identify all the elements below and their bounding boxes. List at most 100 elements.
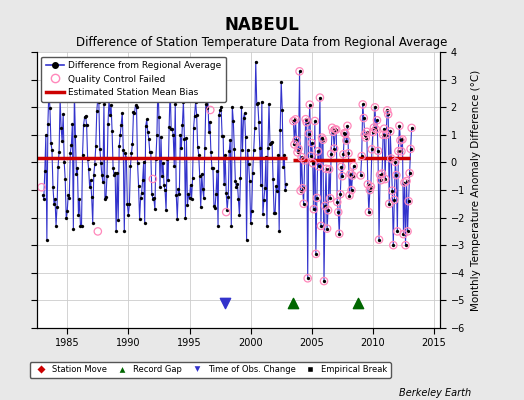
Point [334, 209, 343, 215]
Point [311, 118, 319, 124]
Point [383, 107, 391, 114]
Point [322, 166, 330, 172]
Point [294, 146, 303, 152]
Point [397, 148, 406, 154]
Point [364, 181, 372, 188]
Point [385, 201, 394, 207]
Point [314, 148, 322, 154]
Point [320, 278, 328, 284]
Point [222, 209, 231, 215]
Point [348, 172, 357, 179]
Point [302, 119, 311, 126]
Point [316, 223, 325, 229]
Point [289, 300, 298, 306]
Point [296, 68, 304, 74]
Point [291, 116, 300, 122]
Point [373, 117, 381, 124]
Point [299, 201, 308, 207]
Point [393, 228, 401, 234]
Point [376, 172, 384, 178]
Point [405, 198, 413, 204]
Point [340, 130, 348, 136]
Y-axis label: Monthly Temperature Anomaly Difference (°C): Monthly Temperature Anomaly Difference (… [471, 69, 481, 311]
Point [305, 102, 314, 108]
Point [335, 230, 343, 237]
Point [321, 203, 329, 209]
Point [402, 178, 411, 184]
Point [206, 107, 214, 113]
Point [300, 157, 309, 164]
Point [374, 148, 382, 154]
Point [298, 185, 307, 192]
Point [380, 126, 388, 132]
Point [344, 150, 353, 156]
Point [292, 137, 301, 144]
Point [290, 141, 299, 148]
Point [343, 123, 352, 129]
Legend: Station Move, Record Gap, Time of Obs. Change, Empirical Break: Station Move, Record Gap, Time of Obs. C… [29, 362, 391, 378]
Point [377, 177, 385, 183]
Point [362, 134, 370, 141]
Point [327, 151, 335, 157]
Point [361, 132, 369, 138]
Point [315, 163, 323, 170]
Point [307, 153, 315, 159]
Point [338, 173, 346, 179]
Point [342, 137, 351, 144]
Point [326, 195, 334, 202]
Point [333, 199, 342, 205]
Point [318, 134, 326, 141]
Point [403, 228, 412, 234]
Point [309, 160, 317, 166]
Text: NABEUL: NABEUL [225, 16, 299, 34]
Point [301, 116, 310, 122]
Point [346, 171, 355, 177]
Point [221, 300, 229, 306]
Point [370, 124, 378, 131]
Point [372, 126, 380, 132]
Point [387, 155, 396, 162]
Point [347, 187, 356, 193]
Point [368, 146, 376, 152]
Point [381, 176, 389, 182]
Point [388, 188, 397, 194]
Point [359, 115, 368, 121]
Point [313, 195, 321, 201]
Point [394, 148, 402, 154]
Point [323, 226, 331, 232]
Point [149, 176, 157, 182]
Point [332, 126, 341, 133]
Point [310, 206, 318, 212]
Point [367, 184, 375, 190]
Point [395, 123, 403, 129]
Point [312, 251, 320, 257]
Point [330, 146, 339, 152]
Point [379, 132, 387, 138]
Point [329, 128, 337, 135]
Point [406, 170, 414, 176]
Point [366, 187, 374, 193]
Point [396, 137, 405, 144]
Point [389, 242, 398, 248]
Point [293, 149, 302, 156]
Point [354, 300, 363, 306]
Point [336, 191, 344, 197]
Point [398, 136, 407, 143]
Point [358, 101, 367, 108]
Point [384, 111, 392, 118]
Point [345, 192, 354, 199]
Point [400, 179, 409, 186]
Point [324, 207, 332, 214]
Point [371, 104, 379, 110]
Text: Difference of Station Temperature Data from Regional Average: Difference of Station Temperature Data f… [77, 36, 447, 49]
Point [390, 197, 398, 203]
Text: Berkeley Earth: Berkeley Earth [399, 388, 472, 398]
Point [94, 228, 102, 234]
Point [391, 159, 399, 165]
Point [369, 129, 377, 135]
Point [378, 170, 386, 177]
Point [298, 154, 306, 160]
Point [350, 163, 358, 169]
Point [408, 125, 416, 131]
Point [407, 146, 415, 152]
